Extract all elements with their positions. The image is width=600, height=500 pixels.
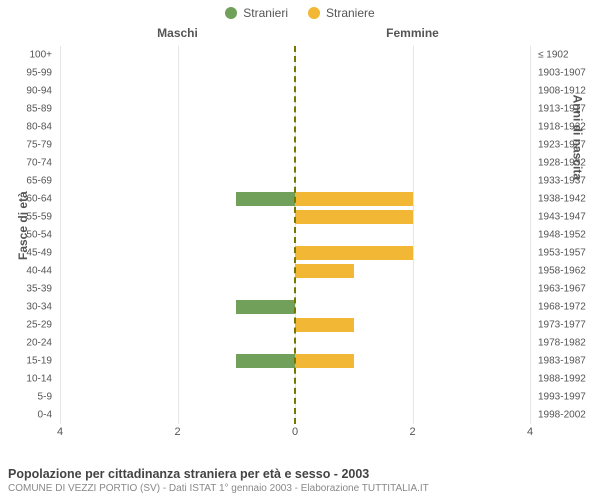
bar-female bbox=[295, 246, 413, 260]
birth-year-label: 1953-1957 bbox=[538, 248, 586, 259]
birth-year-label: 1993-1997 bbox=[538, 392, 586, 403]
x-tick-label: 2 bbox=[174, 426, 180, 438]
legend-swatch bbox=[308, 7, 320, 19]
age-label: 45-49 bbox=[26, 248, 52, 259]
age-label: 20-24 bbox=[26, 338, 52, 349]
birth-year-label: 1988-1992 bbox=[538, 374, 586, 385]
age-label: 40-44 bbox=[26, 266, 52, 277]
center-line bbox=[294, 46, 296, 424]
birth-year-label: 1983-1987 bbox=[538, 356, 586, 367]
birth-year-label: 1958-1962 bbox=[538, 266, 586, 277]
legend-label: Stranieri bbox=[243, 6, 288, 20]
x-tick-label: 0 bbox=[292, 426, 298, 438]
birth-year-label: 1943-1947 bbox=[538, 212, 586, 223]
x-tick-label: 2 bbox=[409, 426, 415, 438]
birth-year-label: 1963-1967 bbox=[538, 284, 586, 295]
birth-year-label: 1913-1917 bbox=[538, 104, 586, 115]
age-label: 55-59 bbox=[26, 212, 52, 223]
bar-male bbox=[236, 300, 295, 314]
bar-male bbox=[236, 354, 295, 368]
age-label: 80-84 bbox=[26, 122, 52, 133]
legend: Stranieri Straniere bbox=[0, 0, 600, 20]
panel-titles: Maschi Femmine bbox=[60, 26, 530, 44]
birth-year-label: 1968-1972 bbox=[538, 302, 586, 313]
age-label: 95-99 bbox=[26, 68, 52, 79]
age-label: 70-74 bbox=[26, 158, 52, 169]
age-label: 15-19 bbox=[26, 356, 52, 367]
age-label: 90-94 bbox=[26, 86, 52, 97]
chart-footer: Popolazione per cittadinanza straniera p… bbox=[8, 467, 592, 494]
birth-year-label: 1938-1942 bbox=[538, 194, 586, 205]
chart-title: Popolazione per cittadinanza straniera p… bbox=[8, 467, 592, 481]
age-label: 35-39 bbox=[26, 284, 52, 295]
birth-year-label: 1978-1982 bbox=[538, 338, 586, 349]
birth-year-label: 1903-1907 bbox=[538, 68, 586, 79]
bar-female bbox=[295, 264, 354, 278]
chart-container: Stranieri Straniere Fasce di età Anni di… bbox=[0, 0, 600, 500]
x-tick-label: 4 bbox=[527, 426, 533, 438]
legend-item-stranieri: Stranieri bbox=[225, 6, 288, 20]
birth-year-label: 1923-1927 bbox=[538, 140, 586, 151]
birth-year-label: 1973-1977 bbox=[538, 320, 586, 331]
birth-year-label: 1933-1937 bbox=[538, 176, 586, 187]
age-label: 5-9 bbox=[38, 392, 52, 403]
age-label: 50-54 bbox=[26, 230, 52, 241]
age-label: 60-64 bbox=[26, 194, 52, 205]
age-label: 25-29 bbox=[26, 320, 52, 331]
chart-subtitle: COMUNE DI VEZZI PORTIO (SV) - Dati ISTAT… bbox=[8, 483, 592, 494]
bar-male bbox=[236, 192, 295, 206]
bar-female bbox=[295, 192, 413, 206]
age-label: 65-69 bbox=[26, 176, 52, 187]
age-label: 30-34 bbox=[26, 302, 52, 313]
birth-year-label: 1948-1952 bbox=[538, 230, 586, 241]
panel-title-maschi: Maschi bbox=[157, 26, 198, 40]
plot-area: Maschi Femmine 100+≤ 190295-991903-19079… bbox=[60, 46, 530, 446]
legend-label: Straniere bbox=[326, 6, 375, 20]
x-tick-label: 4 bbox=[57, 426, 63, 438]
age-label: 0-4 bbox=[38, 410, 52, 421]
age-label: 100+ bbox=[29, 50, 52, 61]
gridline bbox=[530, 46, 531, 424]
age-label: 75-79 bbox=[26, 140, 52, 151]
x-axis-ticks: 4 2 0 2 4 bbox=[60, 426, 530, 440]
legend-swatch bbox=[225, 7, 237, 19]
bar-female bbox=[295, 318, 354, 332]
bar-female bbox=[295, 354, 354, 368]
age-label: 85-89 bbox=[26, 104, 52, 115]
legend-item-straniere: Straniere bbox=[308, 6, 375, 20]
birth-year-label: 1908-1912 bbox=[538, 86, 586, 97]
age-label: 10-14 bbox=[26, 374, 52, 385]
birth-year-label: ≤ 1902 bbox=[538, 50, 569, 61]
birth-year-label: 1998-2002 bbox=[538, 410, 586, 421]
birth-year-label: 1918-1922 bbox=[538, 122, 586, 133]
panel-title-femmine: Femmine bbox=[386, 26, 439, 40]
bar-female bbox=[295, 210, 413, 224]
birth-year-label: 1928-1932 bbox=[538, 158, 586, 169]
